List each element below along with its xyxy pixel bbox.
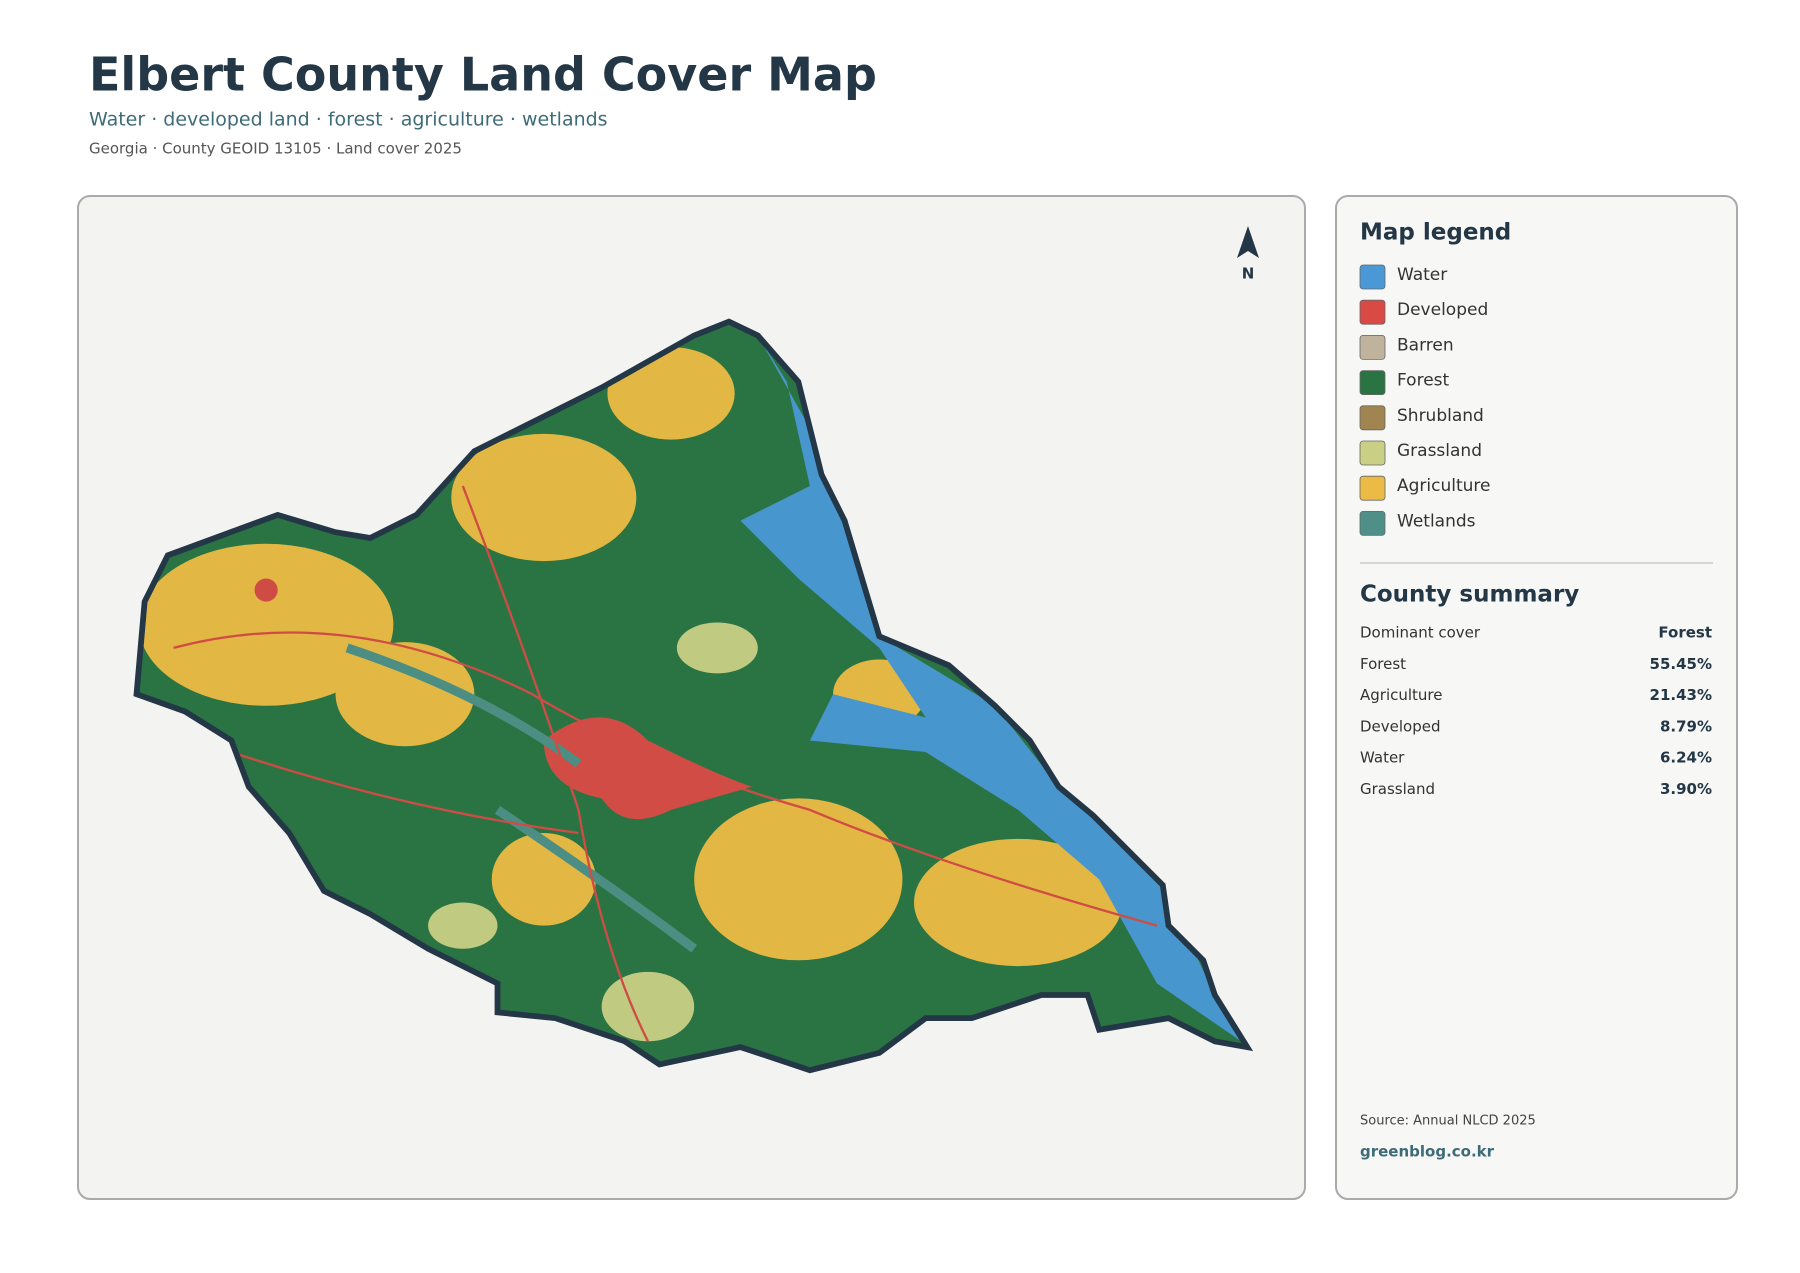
legend-label: Grassland xyxy=(1397,441,1482,461)
north-arrow xyxy=(1237,226,1259,258)
summary-label: Water xyxy=(1360,749,1405,767)
legend-swatch xyxy=(1359,510,1386,536)
legend-label: Forest xyxy=(1397,371,1450,391)
summary-label: Forest xyxy=(1360,655,1406,673)
legend-title: Map legend xyxy=(1360,220,1511,246)
summary-value: 3.90% xyxy=(1660,780,1712,798)
subtitle: Water · developed land · forest · agricu… xyxy=(89,109,608,131)
legend-label: Barren xyxy=(1397,335,1454,355)
site: greenblog.co.kr xyxy=(1360,1143,1495,1161)
summary-label: Grassland xyxy=(1360,780,1435,798)
meta: Georgia · County GEOID 13105 · Land cove… xyxy=(89,140,462,158)
summary-label: Developed xyxy=(1360,717,1441,735)
north-label: N xyxy=(1242,265,1255,283)
legend-swatch xyxy=(1359,264,1386,290)
summary-value: Forest xyxy=(1658,624,1712,642)
summary-value: 21.43% xyxy=(1650,686,1712,704)
summary-label: Dominant cover xyxy=(1360,624,1481,642)
summary-value: 55.45% xyxy=(1650,655,1712,673)
legend-label: Wetlands xyxy=(1397,511,1476,531)
source: Source: Annual NLCD 2025 xyxy=(1360,1114,1536,1129)
side-panel xyxy=(1335,195,1738,1200)
summary-value: 6.24% xyxy=(1660,749,1712,767)
legend-swatch xyxy=(1359,370,1386,396)
legend: Water Developed Barren Forest Shrubland Grass… xyxy=(1359,264,1491,536)
summary-value: 8.79% xyxy=(1660,717,1712,735)
summary-label: Agriculture xyxy=(1360,686,1443,704)
summary-title: County summary xyxy=(1360,582,1579,608)
title: Elbert County Land Cover Map xyxy=(89,48,877,102)
legend-label: Shrubland xyxy=(1397,406,1484,426)
legend-swatch xyxy=(1359,405,1386,431)
legend-label: Developed xyxy=(1397,300,1488,320)
legend-swatch xyxy=(1359,475,1386,501)
legend-label: Water xyxy=(1397,265,1447,285)
summary-table: Dominant cover Forest Forest 55.45% Agricult… xyxy=(1360,624,1712,799)
legend-swatch xyxy=(1359,440,1386,466)
legend-swatch xyxy=(1359,299,1386,325)
legend-label: Agriculture xyxy=(1397,476,1491,496)
legend-swatch xyxy=(1359,334,1386,360)
